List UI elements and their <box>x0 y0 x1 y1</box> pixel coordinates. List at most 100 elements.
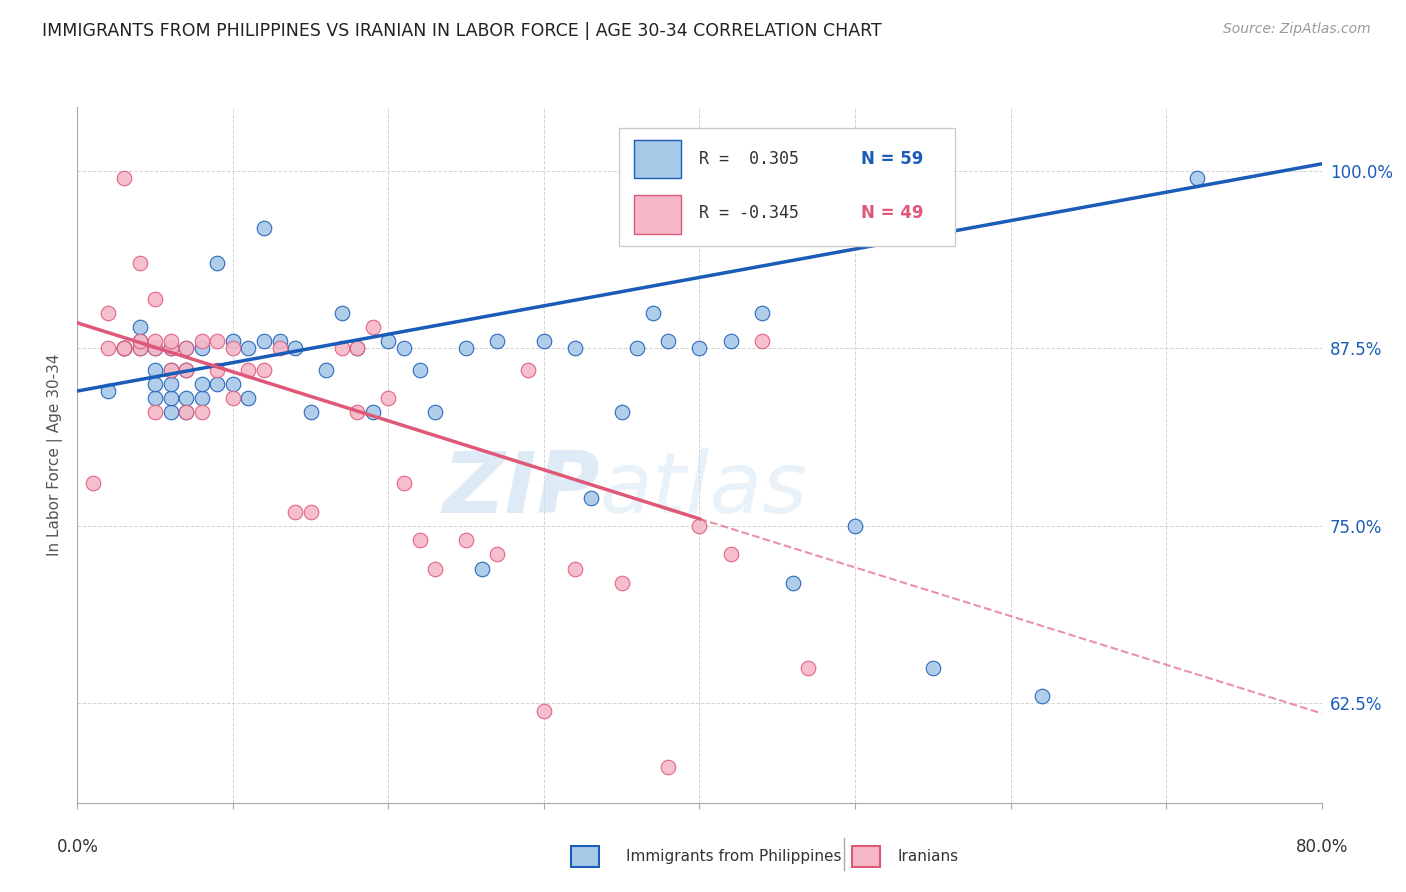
Text: atlas: atlas <box>600 448 808 532</box>
Point <box>159 362 181 376</box>
Point <box>159 405 181 419</box>
Point <box>564 561 586 575</box>
Point <box>191 376 214 391</box>
Text: 80.0%: 80.0% <box>1295 838 1348 856</box>
FancyBboxPatch shape <box>634 195 681 234</box>
Point <box>128 256 150 270</box>
Point <box>97 306 120 320</box>
Point <box>97 342 120 356</box>
Point <box>143 391 166 405</box>
Point <box>610 405 633 419</box>
Point <box>238 362 260 376</box>
Point <box>253 334 276 349</box>
Point <box>112 342 135 356</box>
Point <box>456 533 478 548</box>
Point <box>456 342 478 356</box>
Point <box>222 376 245 391</box>
Point <box>330 342 353 356</box>
Point <box>299 505 322 519</box>
Point <box>641 306 664 320</box>
Point <box>533 704 555 718</box>
FancyBboxPatch shape <box>852 846 880 867</box>
Y-axis label: In Labor Force | Age 30-34: In Labor Force | Age 30-34 <box>48 353 63 557</box>
Point <box>112 342 135 356</box>
Point <box>207 334 229 349</box>
Point <box>284 342 307 356</box>
Point <box>174 405 197 419</box>
Point <box>159 334 181 349</box>
Point <box>207 256 229 270</box>
Point <box>346 342 368 356</box>
Point <box>269 334 291 349</box>
Point <box>112 342 135 356</box>
Text: 0.0%: 0.0% <box>56 838 98 856</box>
Point <box>657 334 679 349</box>
Point <box>238 342 260 356</box>
Point <box>751 306 773 320</box>
Point <box>128 334 150 349</box>
Point <box>207 362 229 376</box>
Point <box>330 306 353 320</box>
Point <box>751 334 773 349</box>
Point <box>191 342 214 356</box>
Point <box>191 405 214 419</box>
Point <box>159 376 181 391</box>
Point <box>207 376 229 391</box>
Point <box>361 320 384 334</box>
Point <box>143 362 166 376</box>
Point <box>269 342 291 356</box>
Point <box>299 405 322 419</box>
Text: N = 49: N = 49 <box>862 203 924 222</box>
Point <box>143 342 166 356</box>
Point <box>471 561 494 575</box>
Point <box>128 334 150 349</box>
Point <box>720 334 742 349</box>
Point <box>222 342 245 356</box>
Point <box>174 362 197 376</box>
Point <box>689 342 711 356</box>
Point <box>174 342 197 356</box>
Point <box>392 342 415 356</box>
Point <box>191 391 214 405</box>
Point <box>579 491 602 505</box>
Point <box>423 561 446 575</box>
Point <box>377 334 399 349</box>
Point <box>97 384 120 398</box>
Text: Immigrants from Philippines: Immigrants from Philippines <box>626 849 841 863</box>
Point <box>174 362 197 376</box>
Point <box>238 391 260 405</box>
Point <box>159 391 181 405</box>
Point <box>253 220 276 235</box>
Text: Source: ZipAtlas.com: Source: ZipAtlas.com <box>1223 22 1371 37</box>
Point <box>191 334 214 349</box>
Point <box>517 362 540 376</box>
Point <box>408 362 430 376</box>
Point <box>689 519 711 533</box>
Point <box>626 342 648 356</box>
Point <box>143 376 166 391</box>
Point <box>315 362 337 376</box>
Point <box>782 575 804 590</box>
Point <box>797 661 820 675</box>
Text: R = -0.345: R = -0.345 <box>700 203 800 222</box>
Text: N = 59: N = 59 <box>862 150 924 168</box>
Point <box>844 519 866 533</box>
Point <box>222 334 245 349</box>
Point <box>610 575 633 590</box>
Text: R =  0.305: R = 0.305 <box>700 150 800 168</box>
Point <box>112 171 135 186</box>
Point <box>174 342 197 356</box>
Point <box>143 342 166 356</box>
Point <box>346 342 368 356</box>
Point <box>486 334 509 349</box>
Text: IMMIGRANTS FROM PHILIPPINES VS IRANIAN IN LABOR FORCE | AGE 30-34 CORRELATION CH: IMMIGRANTS FROM PHILIPPINES VS IRANIAN I… <box>42 22 882 40</box>
Text: ZIP: ZIP <box>443 448 600 532</box>
Point <box>720 547 742 561</box>
Point <box>128 342 150 356</box>
Point <box>159 342 181 356</box>
Point <box>128 342 150 356</box>
Point <box>564 342 586 356</box>
Point <box>159 362 181 376</box>
Text: Iranians: Iranians <box>897 849 957 863</box>
Point <box>486 547 509 561</box>
